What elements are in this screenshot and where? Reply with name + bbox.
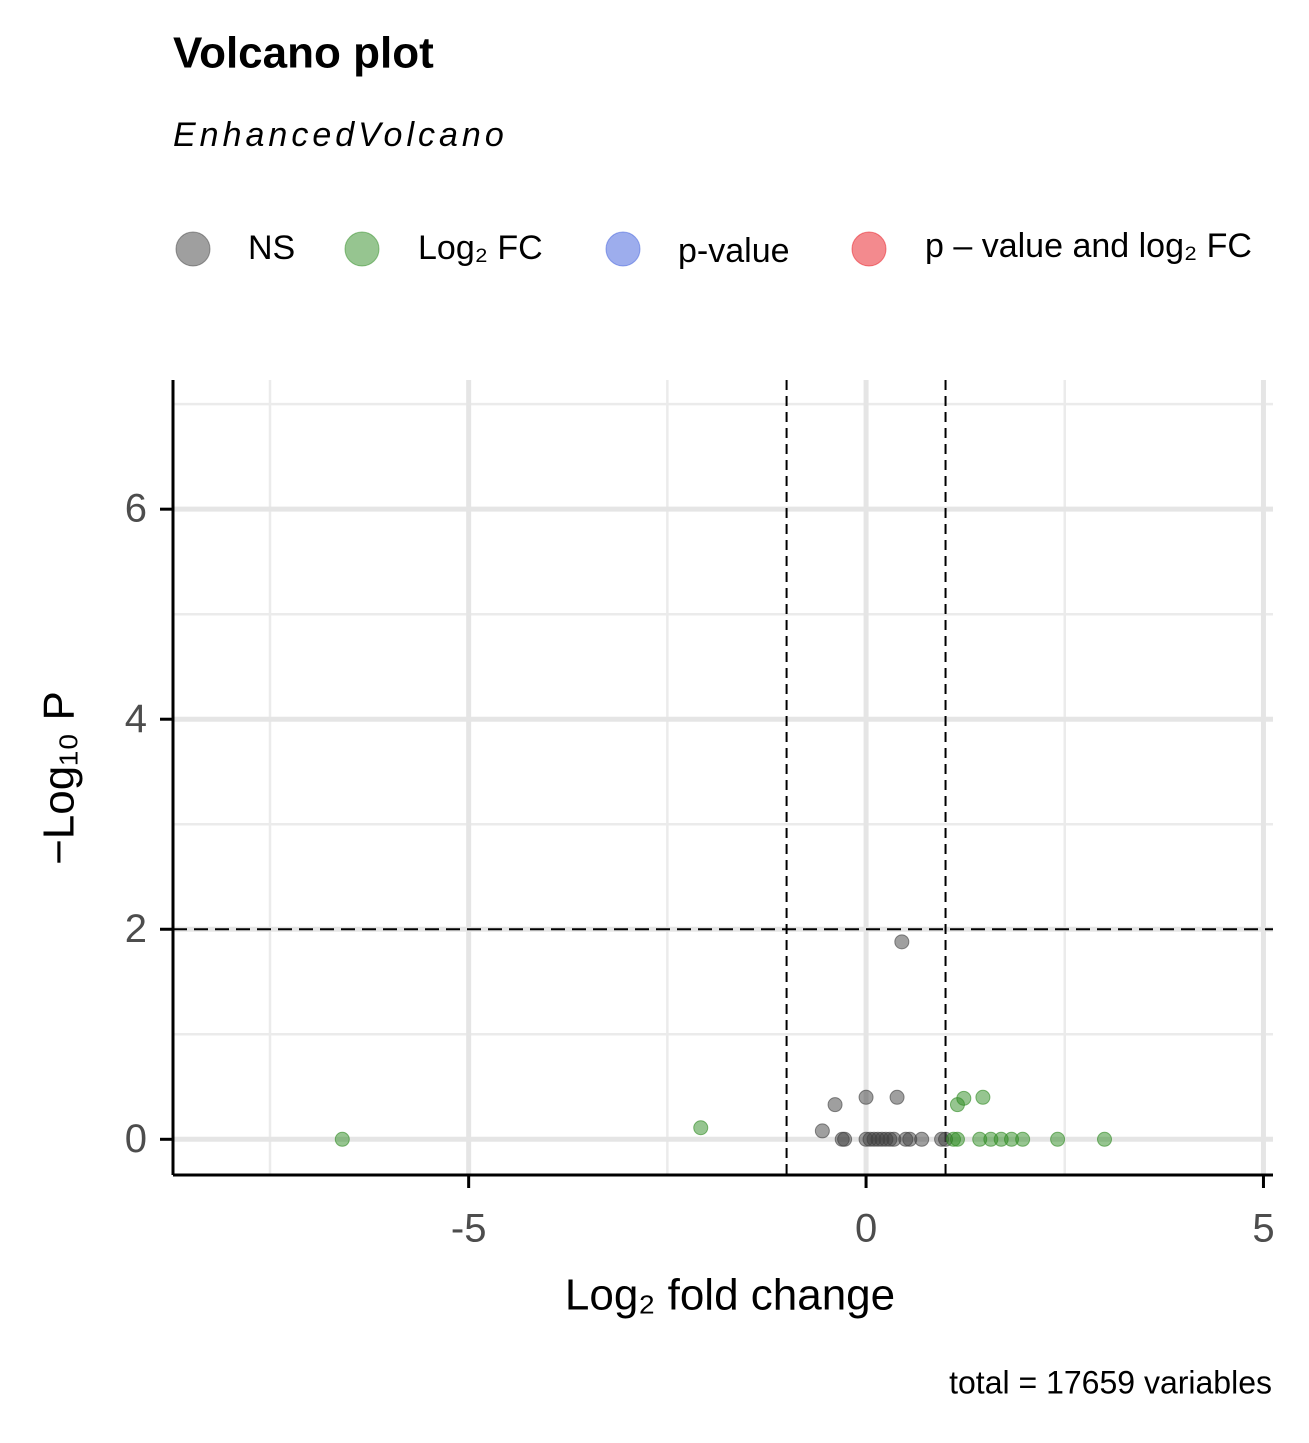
x-tick-label: 0	[855, 1207, 877, 1251]
legend-label: p-value	[678, 232, 790, 270]
point	[894, 934, 910, 950]
point	[1015, 1131, 1031, 1147]
point	[858, 1089, 874, 1105]
legend-marker	[344, 231, 380, 267]
point	[1050, 1131, 1066, 1147]
y-tick-label: 4	[125, 697, 147, 741]
y-tick-label: 0	[125, 1117, 147, 1161]
point	[914, 1131, 930, 1147]
point	[949, 1131, 965, 1147]
y-tick-label: 6	[125, 487, 147, 531]
legend-marker	[605, 231, 641, 267]
y-axis-title: −Log₁₀ P	[35, 691, 84, 865]
legend-label: Log₂ FC	[418, 229, 543, 267]
x-tick-label: -5	[451, 1207, 487, 1251]
point	[827, 1097, 843, 1113]
point	[889, 1089, 905, 1105]
point	[814, 1123, 830, 1139]
legend-label: p – value and log₂ FC	[925, 227, 1252, 265]
chart-title: Volcano plot	[173, 29, 434, 78]
legend-marker	[175, 231, 211, 267]
x-axis-title: Log₂ fold change	[565, 1271, 895, 1320]
caption: total = 17659 variables	[949, 1364, 1272, 1400]
point	[837, 1131, 853, 1147]
point	[956, 1090, 972, 1106]
point	[334, 1131, 350, 1147]
chart-subtitle: EnhancedVolcano	[173, 116, 508, 154]
legend-marker	[851, 231, 887, 267]
point	[975, 1089, 991, 1105]
point	[1097, 1131, 1113, 1147]
legend-label: NS	[248, 229, 295, 267]
x-tick-label: 5	[1252, 1207, 1274, 1251]
point	[693, 1120, 709, 1136]
y-tick-label: 2	[125, 907, 147, 951]
